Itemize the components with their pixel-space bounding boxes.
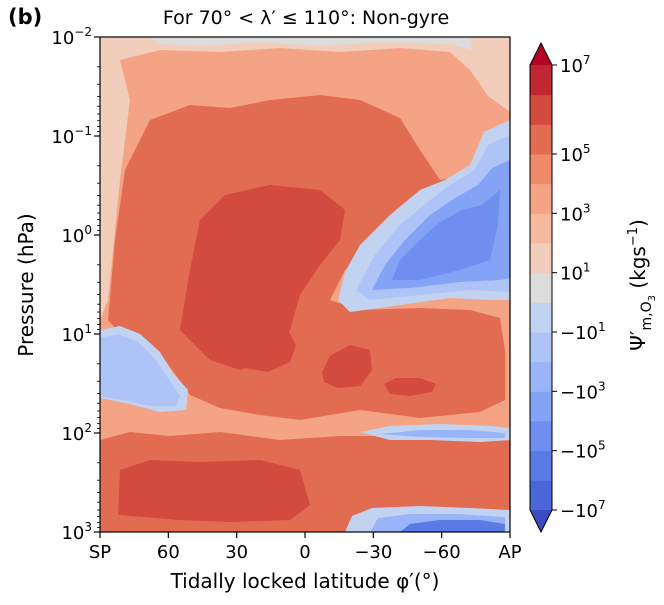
colorbar-level <box>530 65 552 96</box>
y-tick-label: 10−2 <box>51 25 92 49</box>
x-tick-label: 30 <box>225 542 248 563</box>
contour-region-neg-surface-3 <box>400 520 505 532</box>
contour-region-core-max-40s <box>322 345 372 388</box>
contour-region-core-max-30n <box>232 328 296 372</box>
y-tick-label: 101 <box>61 322 92 346</box>
y-axis: 10−2 10−1 100 101 102 103 <box>51 25 100 544</box>
colorbar-level <box>530 183 552 214</box>
x-tick-label: 0 <box>299 542 310 563</box>
colorbar-tick-label: 107 <box>560 53 591 77</box>
colorbar-level <box>530 213 552 244</box>
colorbar-level <box>530 124 552 155</box>
y-tick-label: 100 <box>61 223 92 247</box>
contour-region-upper-left-light <box>100 60 130 320</box>
x-tick-label: AP <box>498 542 521 563</box>
colorbar-tick-label: −107 <box>560 498 606 522</box>
y-tick-label: 10−1 <box>51 124 92 148</box>
colorbar <box>529 41 553 534</box>
contour-region-neg-left-2 <box>100 334 180 406</box>
colorbar-level <box>530 243 552 274</box>
colorbar-label-sub2: 3 <box>647 295 658 301</box>
panel-label: (b) <box>8 5 42 29</box>
contour-region-positive-core-deep <box>180 185 345 370</box>
colorbar-level <box>530 361 552 392</box>
contour-region-neg-thin-2 <box>380 430 505 438</box>
colorbar-level <box>530 480 552 511</box>
colorbar-ticks: 107 105 103 101 −101 −103 −105 −107 <box>552 53 606 522</box>
colorbar-level <box>530 94 552 125</box>
colorbar-label-close: ) <box>626 219 650 227</box>
colorbar-tick-label: 103 <box>560 201 591 225</box>
colorbar-tick-label: 105 <box>560 142 591 166</box>
y-tick-label: 103 <box>61 520 92 544</box>
colorbar-level <box>530 332 552 363</box>
contour-region-top-center-light <box>150 37 472 50</box>
contour-region-core-max-60s <box>384 378 436 396</box>
contour-plot-area <box>100 37 510 532</box>
colorbar-level <box>530 272 552 303</box>
x-tick-label: −60 <box>423 542 461 563</box>
colorbar-level <box>530 450 552 481</box>
colorbar-extend-high <box>530 43 552 65</box>
contour-region-lower-band-inner <box>118 460 310 522</box>
colorbar-label-units: (kgs <box>626 246 650 295</box>
contour-region-neg-upper-4 <box>392 190 500 280</box>
colorbar-label-units-exp: −1 <box>626 227 641 246</box>
colorbar-label: Ψ′m,O3 (kgs−1) <box>626 219 658 351</box>
colorbar-tick-label: −103 <box>560 379 606 403</box>
colorbar-tick-label: 101 <box>560 261 591 285</box>
colorbar-extend-low <box>530 510 552 532</box>
colorbar-label-sub: m,O <box>639 301 655 330</box>
x-tick-label: −30 <box>354 542 392 563</box>
colorbar-level <box>530 391 552 422</box>
y-tick-label: 102 <box>61 421 92 445</box>
chart-title: For 70° < λ′ ≤ 110°: Non-gyre <box>163 7 449 29</box>
colorbar-tick-label: −105 <box>560 439 606 463</box>
colorbar-level <box>530 302 552 333</box>
contour-region-lower-max <box>165 494 270 520</box>
colorbar-level <box>530 421 552 452</box>
colorbar-tick-label: −101 <box>560 320 606 344</box>
x-axis-label: Tidally locked latitude φ′(°) <box>170 569 440 593</box>
y-axis-label: Pressure (hPa) <box>14 213 38 356</box>
colorbar-level <box>530 154 552 185</box>
x-axis: SP 60 30 0 −30 −60 AP <box>89 532 522 563</box>
x-tick-label: 60 <box>157 542 180 563</box>
x-tick-label: SP <box>89 542 111 563</box>
colorbar-label-main: Ψ′ <box>626 330 650 351</box>
